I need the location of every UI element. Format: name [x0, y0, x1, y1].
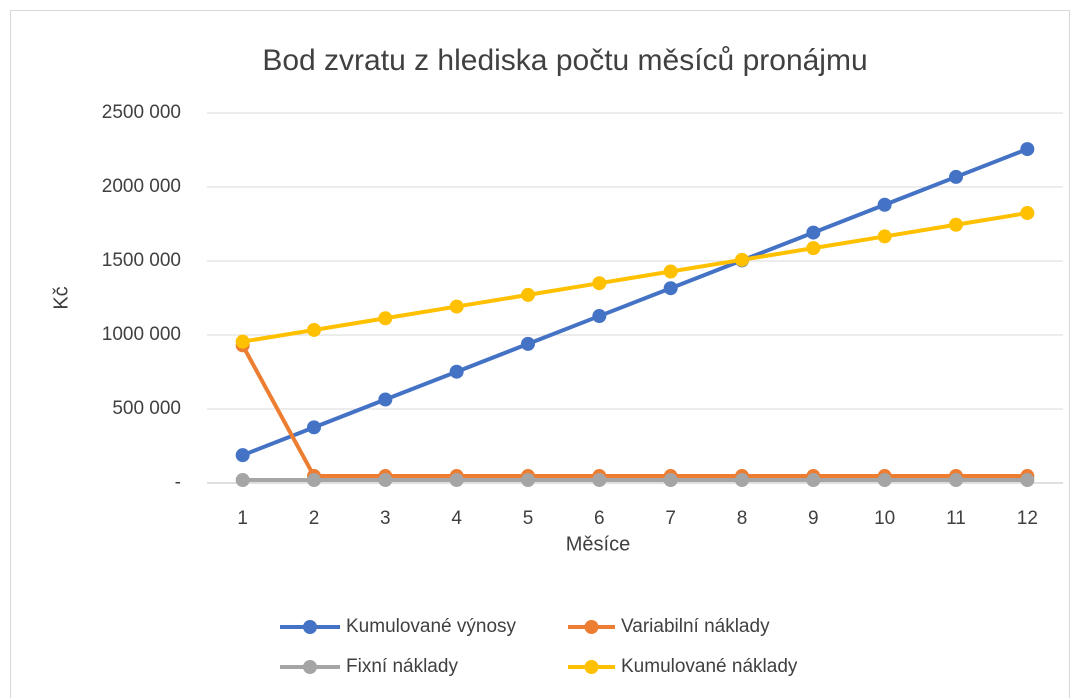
x-tick-label: 1 — [237, 508, 248, 529]
data-point — [806, 225, 821, 240]
series-line — [240, 344, 1028, 479]
data-point — [521, 473, 535, 488]
data-point — [1020, 142, 1035, 157]
data-point — [449, 299, 464, 314]
legend-label: Variabilní náklady — [621, 616, 770, 637]
data-point — [378, 311, 393, 326]
x-tick-label: 4 — [451, 508, 462, 529]
data-point — [235, 473, 250, 488]
legend-label: Kumulované náklady — [621, 656, 798, 677]
data-point — [307, 322, 321, 337]
data-point — [592, 276, 607, 291]
data-point — [877, 473, 892, 488]
data-point — [592, 473, 607, 488]
data-point — [949, 217, 963, 232]
y-tick-label: 2000 000 — [102, 176, 181, 197]
chart-border — [10, 10, 1070, 698]
data-point — [449, 473, 464, 488]
data-point — [449, 364, 464, 379]
series-line — [242, 211, 1028, 344]
data-point — [735, 473, 749, 488]
x-tick-label: 6 — [594, 508, 605, 529]
x-tick-label: 5 — [523, 508, 534, 529]
y-tick-label: 1000 000 — [102, 324, 181, 345]
data-point — [592, 309, 607, 324]
data-point — [1020, 473, 1035, 488]
data-point — [235, 334, 250, 349]
chart-title: Bod zvratu z hlediska počtu měsíců proná… — [262, 44, 867, 77]
data-point — [806, 473, 821, 488]
data-point — [806, 241, 821, 256]
y-tick-label: 1500 000 — [102, 250, 181, 271]
data-point — [663, 281, 678, 296]
data-point — [949, 473, 963, 488]
x-tick-label: 10 — [874, 508, 895, 529]
x-tick-label: 12 — [1017, 508, 1038, 529]
data-point — [521, 336, 535, 351]
x-axis-label: Měsíce — [566, 533, 630, 555]
x-tick-label: 3 — [380, 508, 391, 529]
x-tick-label: 2 — [309, 508, 320, 529]
series-line — [241, 147, 1029, 458]
x-tick-label: 8 — [737, 508, 748, 529]
data-point — [949, 169, 963, 184]
y-axis-label: Kč — [50, 286, 72, 309]
legend-marker — [303, 620, 317, 634]
x-tick-label: 9 — [808, 508, 819, 529]
legend-label: Kumulované výnosy — [346, 616, 517, 637]
data-point — [235, 448, 250, 463]
legend-label: Fixní náklady — [346, 656, 458, 677]
legend-marker — [303, 660, 317, 674]
data-point — [877, 197, 892, 212]
data-point — [735, 252, 749, 267]
data-point — [1020, 206, 1035, 221]
data-point — [663, 473, 678, 488]
data-point — [307, 420, 321, 435]
legend-marker — [584, 620, 599, 634]
y-tick-label: 2500 000 — [102, 102, 181, 123]
data-point — [307, 473, 321, 488]
y-tick-label: 500 000 — [112, 398, 181, 419]
x-tick-label: 11 — [946, 508, 966, 529]
data-point — [877, 229, 892, 244]
data-point — [663, 264, 678, 279]
legend-marker — [584, 660, 599, 674]
data-point — [378, 392, 393, 407]
data-point — [378, 473, 393, 488]
y-tick-label: - — [175, 472, 181, 493]
data-point — [521, 287, 535, 302]
x-tick-label: 7 — [665, 508, 676, 529]
